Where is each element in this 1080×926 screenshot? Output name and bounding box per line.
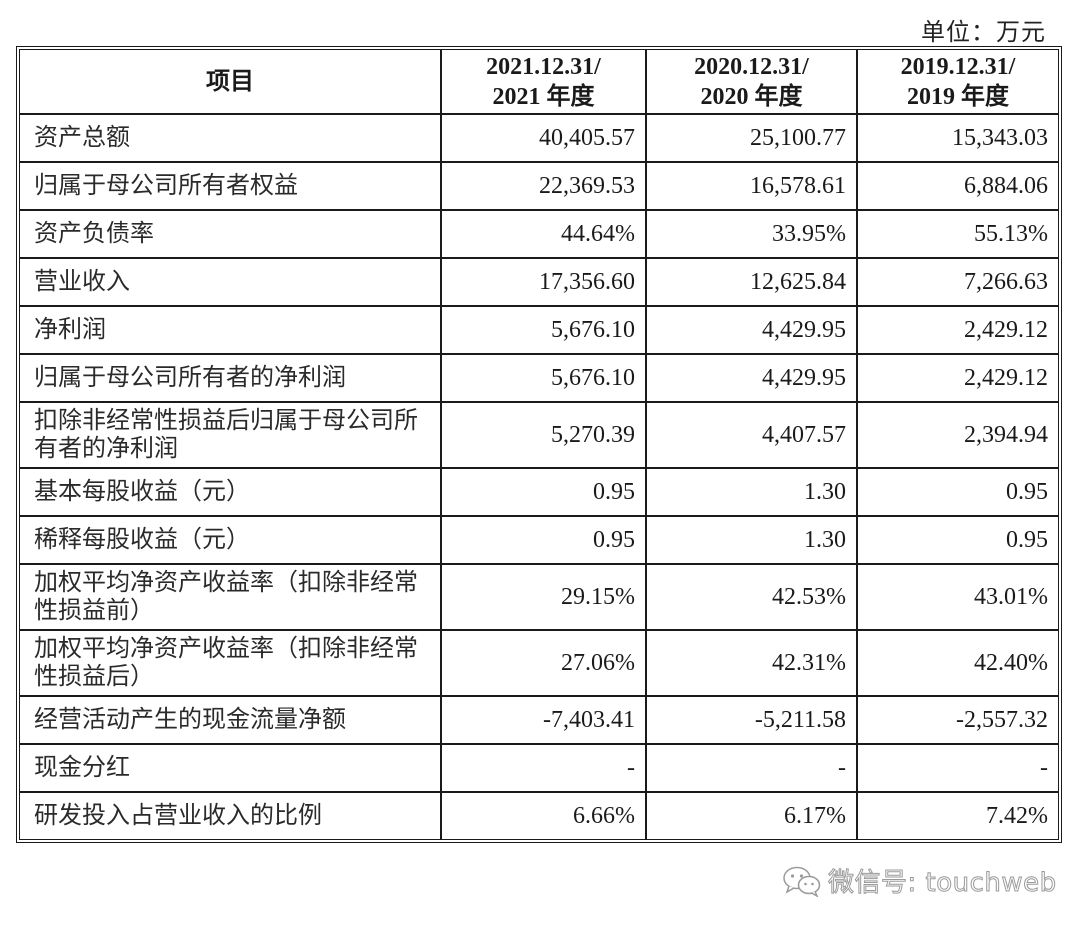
row-label: 资产总额 [20, 113, 442, 163]
row-label: 现金分红 [20, 743, 442, 793]
cell-2019: 0.95 [856, 515, 1058, 565]
table-row: 现金分红 - - - [20, 743, 1058, 793]
cell-2020: 4,429.95 [645, 353, 858, 403]
row-label: 净利润 [20, 305, 442, 355]
cell-2021: 5,676.10 [440, 353, 647, 403]
cell-2019: 0.95 [856, 467, 1058, 517]
cell-2020: 42.53% [645, 563, 858, 631]
cell-2021: 44.64% [440, 209, 647, 259]
cell-2021: 0.95 [440, 515, 647, 565]
cell-2020: 4,429.95 [645, 305, 858, 355]
cell-2019: 2,394.94 [856, 401, 1058, 469]
table-row: 资产总额 40,405.57 25,100.77 15,343.03 [20, 113, 1058, 163]
cell-2021: 17,356.60 [440, 257, 647, 307]
cell-2019: 2,429.12 [856, 353, 1058, 403]
table-row: 营业收入 17,356.60 12,625.84 7,266.63 [20, 257, 1058, 307]
cell-2019: 2,429.12 [856, 305, 1058, 355]
cell-2020: 6.17% [645, 791, 858, 839]
cell-2019: 55.13% [856, 209, 1058, 259]
cell-2019: 7.42% [856, 791, 1058, 839]
cell-2020: 25,100.77 [645, 113, 858, 163]
table-header-row: 项目 2021.12.31/ 2021 年度 2020.12.31/ 2020 … [20, 50, 1058, 115]
cell-2021: 5,270.39 [440, 401, 647, 469]
cell-2020: 1.30 [645, 515, 858, 565]
row-label: 扣除非经常性损益后归属于母公司所有者的净利润 [20, 401, 442, 469]
cell-2020: 1.30 [645, 467, 858, 517]
cell-2021: -7,403.41 [440, 695, 647, 745]
table-row: 经营活动产生的现金流量净额 -7,403.41 -5,211.58 -2,557… [20, 695, 1058, 745]
table-row: 归属于母公司所有者权益 22,369.53 16,578.61 6,884.06 [20, 161, 1058, 211]
cell-2020: - [645, 743, 858, 793]
row-label: 稀释每股收益（元） [20, 515, 442, 565]
table-row: 研发投入占营业收入的比例 6.66% 6.17% 7.42% [20, 791, 1058, 839]
header-2020: 2020.12.31/ 2020 年度 [645, 50, 858, 115]
row-label: 归属于母公司所有者的净利润 [20, 353, 442, 403]
cell-2020: -5,211.58 [645, 695, 858, 745]
cell-2019: 43.01% [856, 563, 1058, 631]
cell-2021: 40,405.57 [440, 113, 647, 163]
wechat-icon [782, 865, 822, 897]
table-row: 加权平均净资产收益率（扣除非经常性损益后） 27.06% 42.31% 42.4… [20, 629, 1058, 697]
header-2019: 2019.12.31/ 2019 年度 [856, 50, 1058, 115]
cell-2019: - [856, 743, 1058, 793]
cell-2021: 5,676.10 [440, 305, 647, 355]
cell-2019: 42.40% [856, 629, 1058, 697]
cell-2020: 16,578.61 [645, 161, 858, 211]
table-row: 基本每股收益（元） 0.95 1.30 0.95 [20, 467, 1058, 517]
row-label: 资产负债率 [20, 209, 442, 259]
table-row: 资产负债率 44.64% 33.95% 55.13% [20, 209, 1058, 259]
row-label: 营业收入 [20, 257, 442, 307]
cell-2021: 6.66% [440, 791, 647, 839]
table-row: 加权平均净资产收益率（扣除非经常性损益前） 29.15% 42.53% 43.0… [20, 563, 1058, 631]
cell-2021: - [440, 743, 647, 793]
table-row: 扣除非经常性损益后归属于母公司所有者的净利润 5,270.39 4,407.57… [20, 401, 1058, 469]
cell-2021: 0.95 [440, 467, 647, 517]
row-label: 研发投入占营业收入的比例 [20, 791, 442, 839]
watermark: 微信号: touchweb [782, 862, 1057, 899]
cell-2021: 29.15% [440, 563, 647, 631]
cell-2021: 22,369.53 [440, 161, 647, 211]
row-label: 基本每股收益（元） [20, 467, 442, 517]
row-label: 加权平均净资产收益率（扣除非经常性损益前） [20, 563, 442, 631]
cell-2020: 33.95% [645, 209, 858, 259]
cell-2019: 15,343.03 [856, 113, 1058, 163]
header-2021: 2021.12.31/ 2021 年度 [440, 50, 647, 115]
row-label: 加权平均净资产收益率（扣除非经常性损益后） [20, 629, 442, 697]
cell-2019: 7,266.63 [856, 257, 1058, 307]
row-label: 归属于母公司所有者权益 [20, 161, 442, 211]
cell-2019: -2,557.32 [856, 695, 1058, 745]
cell-2021: 27.06% [440, 629, 647, 697]
cell-2020: 12,625.84 [645, 257, 858, 307]
cell-2020: 4,407.57 [645, 401, 858, 469]
watermark-text: 微信号: touchweb [828, 868, 1057, 899]
header-item: 项目 [20, 50, 442, 115]
table-row: 稀释每股收益（元） 0.95 1.30 0.95 [20, 515, 1058, 565]
financial-summary-table: 项目 2021.12.31/ 2021 年度 2020.12.31/ 2020 … [16, 46, 1062, 843]
cell-2020: 42.31% [645, 629, 858, 697]
unit-label: 单位：万元 [921, 20, 1046, 46]
row-label: 经营活动产生的现金流量净额 [20, 695, 442, 745]
table-row: 归属于母公司所有者的净利润 5,676.10 4,429.95 2,429.12 [20, 353, 1058, 403]
table-row: 净利润 5,676.10 4,429.95 2,429.12 [20, 305, 1058, 355]
cell-2019: 6,884.06 [856, 161, 1058, 211]
